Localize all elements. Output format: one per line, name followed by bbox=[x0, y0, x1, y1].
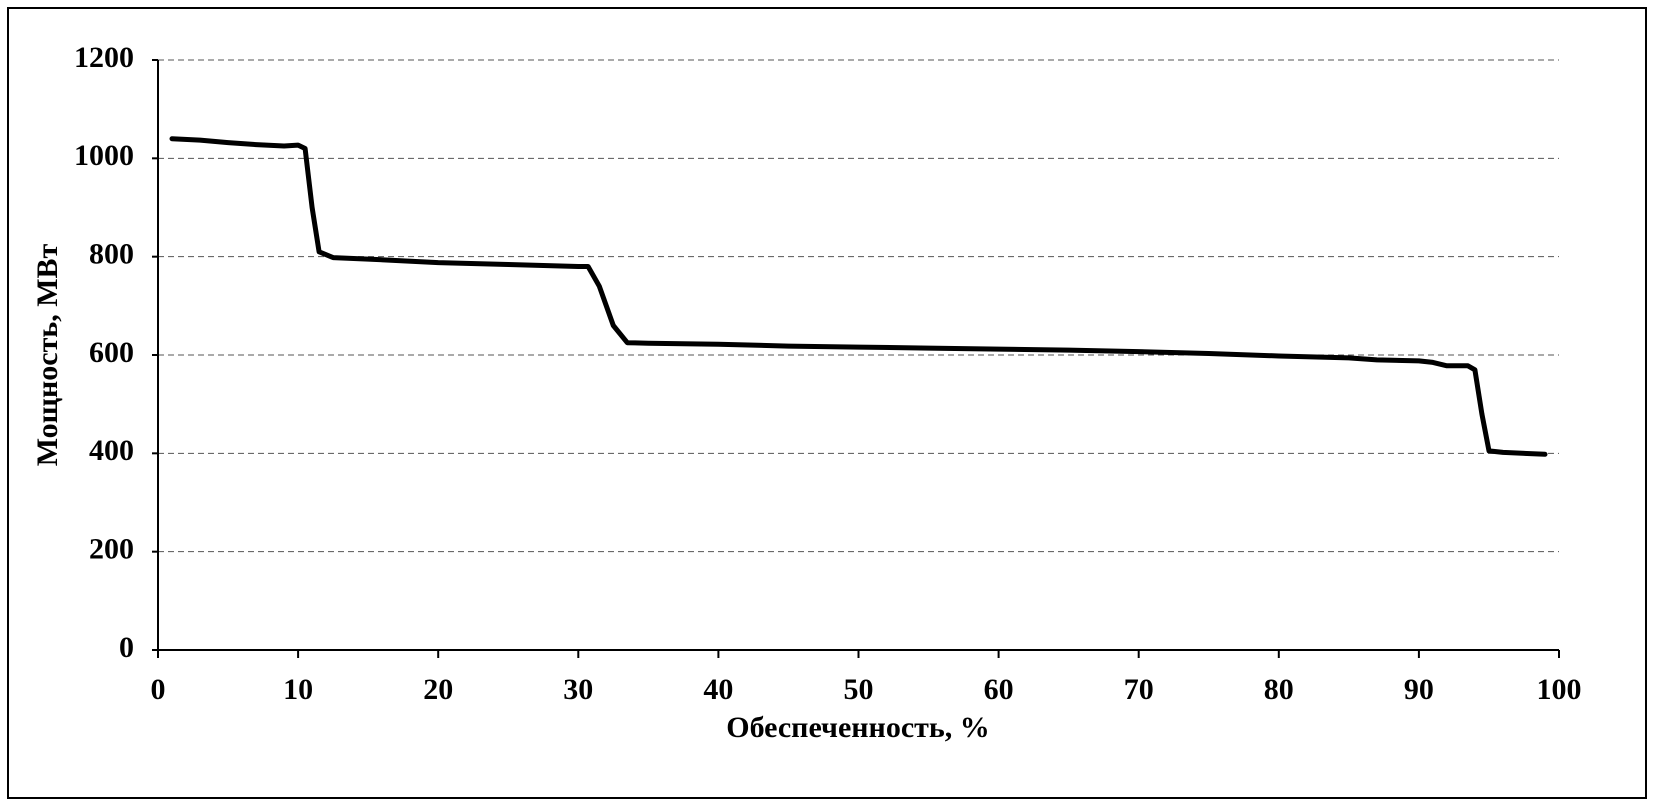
y-tick-label: 0 bbox=[119, 631, 134, 664]
y-axis-title: Мощность, МВт bbox=[31, 243, 64, 466]
x-axis-title: Обеспеченность, % bbox=[726, 711, 990, 744]
x-tick-label: 10 bbox=[283, 673, 313, 706]
x-tick-label: 20 bbox=[423, 673, 453, 706]
y-tick-label: 1200 bbox=[74, 41, 134, 74]
chart-border bbox=[7, 7, 1647, 799]
data-line bbox=[169, 136, 1548, 457]
x-tick-label: 70 bbox=[1124, 673, 1154, 706]
x-tick-label: 30 bbox=[563, 673, 593, 706]
x-tick-label: 0 bbox=[151, 673, 166, 706]
y-tick-label: 200 bbox=[89, 533, 134, 566]
y-tick-label: 800 bbox=[89, 238, 134, 271]
x-tick-label: 80 bbox=[1264, 673, 1294, 706]
x-tick-label: 60 bbox=[984, 673, 1014, 706]
y-tick-label: 400 bbox=[89, 434, 134, 467]
x-tick-label: 40 bbox=[703, 673, 733, 706]
y-tick-label: 600 bbox=[89, 336, 134, 369]
x-tick-label: 90 bbox=[1404, 673, 1434, 706]
y-tick-label: 1000 bbox=[74, 139, 134, 172]
x-tick-label: 100 bbox=[1537, 673, 1582, 706]
x-tick-label: 50 bbox=[844, 673, 874, 706]
